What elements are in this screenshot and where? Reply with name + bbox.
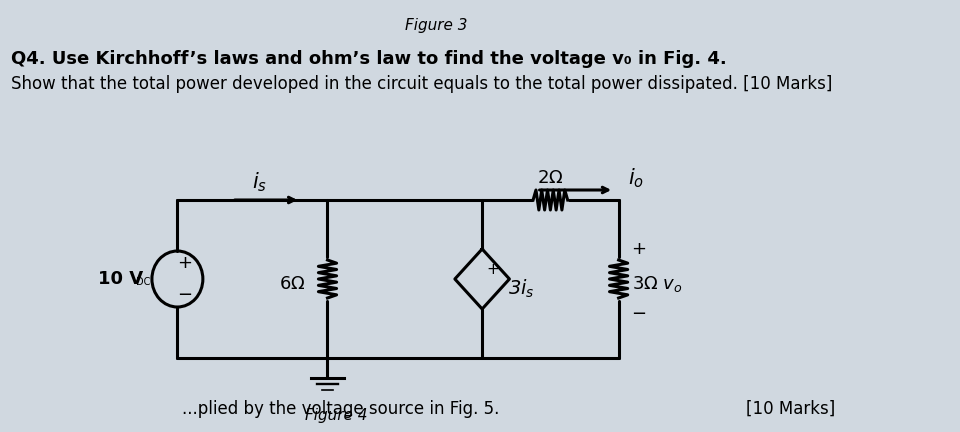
Text: Show that the total power developed in the circuit equals to the total power dis: Show that the total power developed in t… [11, 75, 832, 93]
Text: −: − [632, 305, 646, 323]
Text: Figure 4: Figure 4 [305, 408, 368, 423]
Text: 2$\Omega$: 2$\Omega$ [538, 169, 564, 187]
Text: −: − [177, 286, 192, 304]
Text: $i_o$: $i_o$ [628, 166, 644, 190]
Text: 10 V: 10 V [99, 270, 144, 288]
Text: +: + [487, 261, 499, 276]
Text: 3$i_s$: 3$i_s$ [508, 278, 535, 300]
Text: +: + [178, 254, 192, 272]
Text: DC: DC [135, 277, 150, 287]
Text: Figure 3: Figure 3 [405, 18, 468, 33]
Text: $i_s$: $i_s$ [252, 170, 267, 194]
Text: 3$\Omega$ $v_o$: 3$\Omega$ $v_o$ [633, 274, 683, 294]
Text: ...plied by the voltage source in Fig. 5.: ...plied by the voltage source in Fig. 5… [182, 400, 499, 418]
Text: [10 Marks]: [10 Marks] [746, 400, 835, 418]
Text: Q4. Use Kirchhoff’s laws and ohm’s law to find the voltage v₀ in Fig. 4.: Q4. Use Kirchhoff’s laws and ohm’s law t… [11, 50, 727, 68]
Text: 6$\Omega$: 6$\Omega$ [279, 275, 305, 293]
Text: +: + [632, 240, 646, 258]
